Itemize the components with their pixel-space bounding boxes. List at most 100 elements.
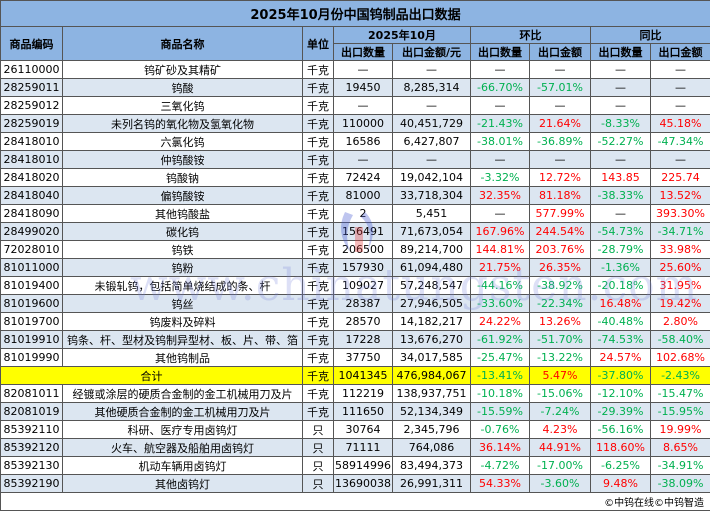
cell-unit: 千克 [302, 312, 334, 331]
cell-name: 未锻轧钨，包括简单烧结成的条、杆 [62, 276, 303, 295]
cell-mom-qty: — [470, 60, 530, 79]
cell-yoy-amount: -2.43% [649, 366, 710, 385]
cell-yoy-qty: -52.27% [590, 132, 651, 151]
cell-amount: 89,214,700 [392, 240, 471, 259]
cell-yoy-amount: 225.74 [649, 168, 710, 187]
cell-yoy-amount: -47.34% [649, 132, 710, 151]
table-row: 81019700 钨废料及碎料 千克 28570 14,182,217 24.22% 13.… [0, 312, 710, 331]
cell-qty: 157930 [333, 258, 393, 277]
cell-yoy-amount: — [649, 150, 710, 169]
cell-mom-amount: 577.99% [529, 204, 591, 223]
cell-yoy-qty: -56.16% [590, 420, 651, 439]
cell-name: 偏钨酸铵 [62, 186, 303, 205]
cell-unit: 千克 [302, 78, 334, 97]
cell-qty: 17228 [333, 330, 393, 349]
cell-yoy-qty: 16.48% [590, 294, 651, 313]
cell-unit: 千克 [302, 114, 334, 133]
cell-unit: 千克 [302, 132, 334, 151]
cell-yoy-qty: -8.33% [590, 114, 651, 133]
cell-amount: 13,676,270 [392, 330, 471, 349]
cell-unit: 千克 [302, 402, 334, 421]
cell-qty: 206500 [333, 240, 393, 259]
cell-yoy-qty: 118.60% [590, 438, 651, 457]
cell-code: 81019990 [0, 348, 63, 367]
cell-name: 其他钨制品 [62, 348, 303, 367]
cell-mom-qty: — [470, 150, 530, 169]
cell-amount: 71,673,054 [392, 222, 471, 241]
cell-unit: 只 [302, 456, 334, 475]
cell-yoy-amount: 2.80% [649, 312, 710, 331]
cell-qty: 30764 [333, 420, 393, 439]
cell-name: 机动车辆用卤钨灯 [62, 456, 303, 475]
cell-mom-qty: 21.75% [470, 258, 530, 277]
cell-mom-qty: 167.96% [470, 222, 530, 241]
cell-mom-amount: -15.06% [529, 384, 591, 403]
cell-unit: 千克 [302, 294, 334, 313]
cell-amount: 476,984,067 [392, 366, 471, 385]
table-row: 28259012 三氧化钨 千克 — — — — — — [0, 96, 710, 115]
cell-name: 钨铁 [62, 240, 303, 259]
header-name: 商品名称 [62, 26, 303, 61]
cell-yoy-amount: — [649, 96, 710, 115]
cell-yoy-qty: — [590, 60, 651, 79]
cell-name: 钨废料及碎料 [62, 312, 303, 331]
cell-qty: — [333, 96, 393, 115]
header-mom: 环比 [470, 26, 591, 44]
cell-yoy-qty: — [590, 150, 651, 169]
cell-mom-amount: -13.22% [529, 348, 591, 367]
cell-qty: 37750 [333, 348, 393, 367]
cell-amount: 6,427,807 [392, 132, 471, 151]
cell-qty: 71111 [333, 438, 393, 457]
cell-mom-qty: -25.47% [470, 348, 530, 367]
cell-name: 经镀或涂层的硬质合金制的金工机械用刀及片 [62, 384, 303, 403]
cell-code: 81011000 [0, 258, 63, 277]
cell-amount: 764,086 [392, 438, 471, 457]
cell-mom-amount: 203.76% [529, 240, 591, 259]
cell-yoy-qty: -20.18% [590, 276, 651, 295]
table-row: 72028010 钨铁 千克 206500 89,214,700 144.81% 203.7… [0, 240, 710, 259]
cell-yoy-qty: -38.33% [590, 186, 651, 205]
cell-code: 82081011 [0, 384, 63, 403]
cell-yoy-qty: -29.39% [590, 402, 651, 421]
cell-mom-amount: 5.47% [529, 366, 591, 385]
cell-mom-qty: -4.72% [470, 456, 530, 475]
cell-name: 未列名钨的氧化物及氢氧化物 [62, 114, 303, 133]
header-qty: 出口数量 [333, 43, 393, 61]
cell-code: 85392130 [0, 456, 63, 475]
cell-yoy-qty: — [590, 204, 651, 223]
copyright-footer: ©中钨在线©中钨智造 [0, 492, 710, 511]
header-unit: 单位 [302, 26, 334, 61]
cell-yoy-amount: 102.68% [649, 348, 710, 367]
cell-code: 28418090 [0, 204, 63, 223]
cell-yoy-qty: -54.73% [590, 222, 651, 241]
cell-amount: 5,451 [392, 204, 471, 223]
table-row: 28418020 钨酸钠 千克 72424 19,042,104 -3.32% 12.72%… [0, 168, 710, 187]
table-row: 28418010 六氯化钨 千克 16586 6,427,807 -38.01% -36.8… [0, 132, 710, 151]
cell-amount: 2,345,796 [392, 420, 471, 439]
cell-code: 85392110 [0, 420, 63, 439]
cell-yoy-amount: — [649, 78, 710, 97]
cell-unit: 千克 [302, 366, 334, 385]
table-row: 28418010 仲钨酸铵 千克 — — — — — — [0, 150, 710, 169]
cell-unit: 千克 [302, 204, 334, 223]
table-row: 28418040 偏钨酸铵 千克 81000 33,718,304 32.35% 81.18… [0, 186, 710, 205]
cell-code: 81019600 [0, 294, 63, 313]
cell-mom-qty: 24.22% [470, 312, 530, 331]
cell-amount: 83,494,373 [392, 456, 471, 475]
cell-yoy-amount: 25.60% [649, 258, 710, 277]
cell-code: 82081019 [0, 402, 63, 421]
cell-unit: 千克 [302, 240, 334, 259]
cell-unit: 千克 [302, 348, 334, 367]
cell-qty: 2 [333, 204, 393, 223]
cell-yoy-qty: -6.25% [590, 456, 651, 475]
cell-unit: 千克 [302, 276, 334, 295]
table-row: 85392120 火车、航空器及船舶用卤钨灯只 71111 764,086 36.14%… [0, 438, 710, 457]
cell-code: 72028010 [0, 240, 63, 259]
table-row: 81019400 未锻轧钨，包括简单烧结成的条、杆 千克 109027 57,248,5… [0, 276, 710, 295]
cell-amount: 57,248,547 [392, 276, 471, 295]
header-mom-amount: 出口金额 [529, 43, 591, 61]
cell-name: 钨丝 [62, 294, 303, 313]
page-title: 2025年10月份中国钨制品出口数据 [0, 0, 710, 27]
cell-yoy-qty: -1.36% [590, 258, 651, 277]
table-row: 82081019 其他硬质合金制的金工机械用刀及片 千克 111650 52,134,3… [0, 402, 710, 421]
